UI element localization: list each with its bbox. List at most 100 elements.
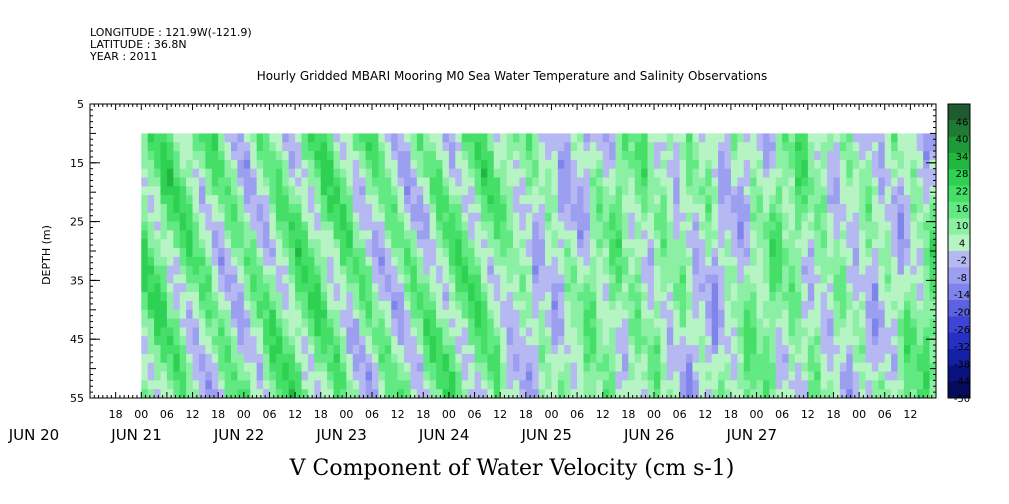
- heatmap-cell: [718, 212, 725, 222]
- heatmap-cell: [295, 186, 302, 196]
- heatmap-cell: [545, 133, 552, 143]
- heatmap-cell: [480, 221, 488, 231]
- heatmap-cell: [346, 151, 354, 161]
- heatmap-cell: [352, 256, 360, 266]
- heatmap-cell: [480, 203, 488, 214]
- heatmap-cell: [615, 292, 623, 302]
- heatmap-cell: [404, 300, 411, 311]
- heatmap-cell: [775, 151, 783, 161]
- heatmap-cell: [589, 345, 597, 355]
- heatmap-cell: [538, 265, 546, 275]
- heatmap-cell: [762, 309, 770, 319]
- heatmap-cell: [468, 203, 475, 214]
- heatmap-cell: [493, 248, 501, 258]
- heatmap-cell: [314, 195, 322, 205]
- heatmap-cell: [698, 336, 706, 346]
- heatmap-cell: [878, 195, 886, 205]
- heatmap-cell: [884, 256, 892, 266]
- heatmap-cell: [218, 274, 225, 284]
- heatmap-cell: [404, 151, 411, 161]
- heatmap-cell: [750, 274, 757, 284]
- heatmap-cell: [224, 177, 232, 187]
- heatmap-cell: [698, 300, 706, 311]
- heatmap-cell: [916, 389, 924, 399]
- heatmap-cell: [730, 168, 738, 178]
- heatmap-cell: [192, 336, 200, 346]
- heatmap-cell: [384, 256, 392, 266]
- heatmap-cell: [404, 327, 411, 337]
- colorbar-swatch: [948, 316, 970, 334]
- heatmap-cell: [641, 230, 648, 240]
- heatmap-cell: [275, 230, 283, 240]
- heatmap-cell: [391, 256, 398, 266]
- heatmap-cell: [846, 292, 853, 302]
- heatmap-cell: [359, 300, 366, 311]
- x-hour-tick-label: 06: [365, 408, 379, 421]
- heatmap-cell: [487, 256, 495, 266]
- heatmap-cell: [762, 345, 770, 355]
- heatmap-cell: [301, 177, 309, 187]
- heatmap-cell: [711, 274, 719, 284]
- heatmap-cell: [436, 230, 443, 240]
- heatmap-cell: [884, 248, 892, 258]
- heatmap-cell: [859, 133, 866, 143]
- heatmap-cell: [166, 380, 174, 390]
- heatmap-cell: [750, 177, 757, 187]
- heatmap-cell: [891, 265, 898, 275]
- heatmap-cell: [538, 345, 546, 355]
- heatmap-cell: [743, 327, 751, 337]
- heatmap-cell: [359, 203, 366, 214]
- heatmap-cell: [692, 300, 700, 311]
- heatmap-cell: [487, 292, 495, 302]
- heatmap-cell: [519, 265, 527, 275]
- heatmap-cell: [513, 362, 520, 372]
- heatmap-cell: [923, 212, 930, 222]
- heatmap-cell: [442, 195, 450, 205]
- heatmap-cell: [846, 248, 853, 258]
- heatmap-cell: [545, 309, 552, 319]
- heatmap-cell: [557, 186, 565, 196]
- heatmap-cell: [487, 389, 495, 399]
- heatmap-cell: [295, 309, 302, 319]
- colorbar-label: -32: [954, 342, 970, 353]
- heatmap-cell: [461, 195, 469, 205]
- heatmap-cell: [615, 151, 623, 161]
- heatmap-cell: [141, 292, 148, 302]
- heatmap-cell: [295, 203, 302, 214]
- heatmap-cell: [154, 353, 161, 364]
- heatmap-cell: [743, 300, 751, 311]
- heatmap-cell: [269, 195, 277, 205]
- heatmap-cell: [166, 177, 174, 187]
- heatmap-cell: [468, 283, 475, 293]
- heatmap-cell: [378, 345, 386, 355]
- heatmap-cell: [929, 318, 937, 328]
- heatmap-cell: [301, 256, 309, 266]
- heatmap-cell: [448, 159, 456, 169]
- heatmap-cell: [186, 177, 193, 187]
- heatmap-cell: [461, 318, 469, 328]
- heatmap-cell: [852, 133, 860, 143]
- heatmap-cell: [211, 230, 219, 240]
- heatmap-cell: [186, 300, 193, 311]
- heatmap-cell: [538, 336, 546, 346]
- heatmap-cell: [237, 309, 245, 319]
- heatmap-cell: [218, 203, 225, 214]
- heatmap-cell: [154, 221, 161, 231]
- heatmap-cell: [711, 389, 719, 399]
- heatmap-cell: [859, 327, 866, 337]
- heatmap-cell: [589, 274, 597, 284]
- heatmap-cell: [384, 151, 392, 161]
- heatmap-cell: [596, 203, 604, 214]
- heatmap-cell: [807, 389, 815, 399]
- heatmap-cell: [538, 300, 546, 311]
- heatmap-cell: [333, 389, 341, 399]
- heatmap-cell: [756, 159, 764, 169]
- heatmap-cell: [391, 265, 398, 275]
- heatmap-cell: [333, 353, 341, 364]
- heatmap-cell: [621, 168, 629, 178]
- heatmap-cell: [525, 362, 533, 372]
- heatmap-cell: [391, 212, 398, 222]
- heatmap-cell: [679, 345, 687, 355]
- heatmap-cell: [429, 283, 437, 293]
- heatmap-cell: [448, 327, 456, 337]
